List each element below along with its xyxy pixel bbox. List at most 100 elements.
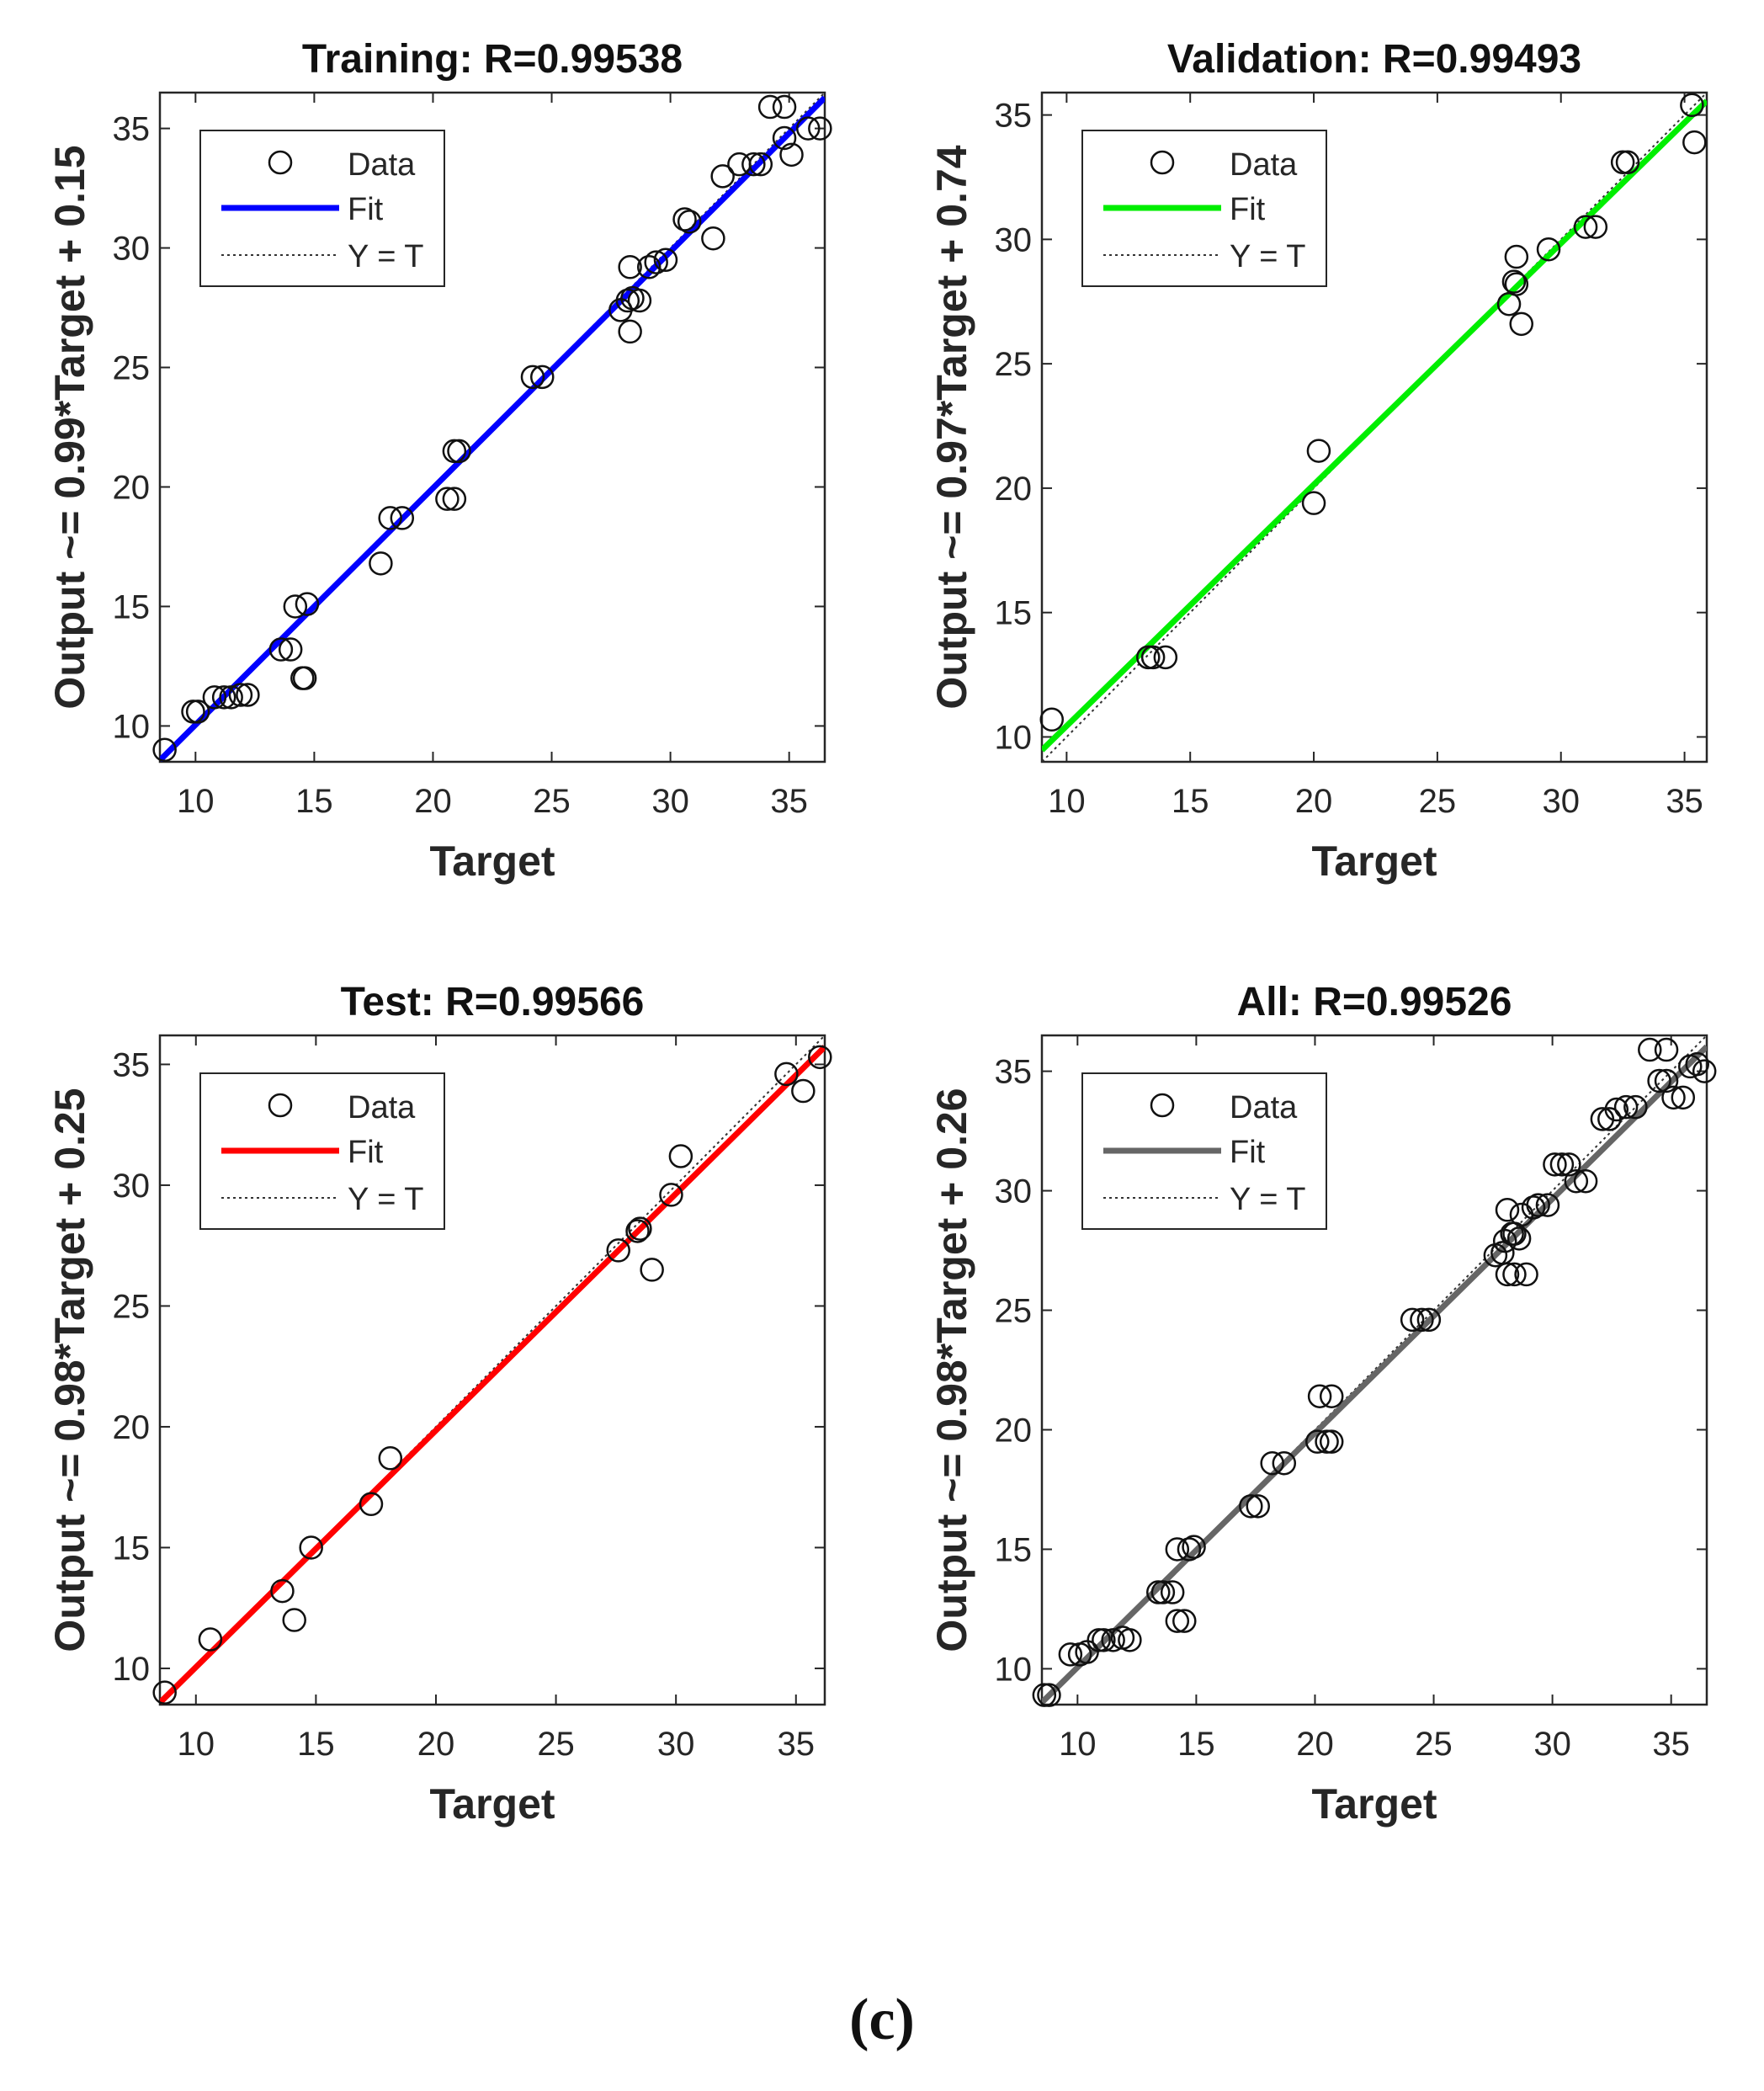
data-point (1682, 130, 1707, 155)
data-point (1307, 1384, 1332, 1408)
x-axis-label: Target (1311, 1780, 1437, 1828)
data-point (1692, 1059, 1717, 1083)
data-point (1165, 1537, 1190, 1562)
legend-data-label: Data (348, 1090, 416, 1125)
data-point (625, 1219, 650, 1243)
data-point (530, 364, 555, 390)
data-point (677, 210, 702, 234)
y-tick-label: 10 (995, 1651, 1033, 1688)
data-point (1172, 1609, 1197, 1633)
x-axis-label: Target (1311, 838, 1437, 885)
data-point (299, 1535, 323, 1560)
data-point (268, 637, 294, 662)
data-point (283, 594, 308, 619)
y-tick-label: 30 (113, 231, 151, 268)
chart-svg: 10 15 20 25 30 35 10 15 20 25 30 35 Data Fit Y = T All:… (928, 980, 1717, 1828)
x-tick-label: 10 (177, 783, 215, 820)
y-tick-label: 20 (113, 1409, 151, 1446)
data-point (1671, 1085, 1696, 1110)
x-tick-label: 15 (295, 783, 333, 820)
data-point (618, 255, 642, 279)
data-point (1661, 1085, 1686, 1110)
all-regression-plot: 10 15 20 25 30 35 10 15 20 25 30 35 Data Fit Y = T All:… (882, 943, 1764, 1886)
x-tick-label: 10 (178, 1726, 215, 1763)
data-point (211, 685, 236, 710)
data-point (359, 1492, 384, 1517)
chart-svg: 10 15 20 25 30 35 10 15 20 25 30 35 Data Fit Y = T Vali… (928, 37, 1708, 885)
data-point (1504, 244, 1529, 269)
data-point (1495, 1198, 1520, 1222)
legend-identity-label: Y = T (1230, 239, 1306, 274)
identity-line (160, 1035, 825, 1705)
data-point (668, 1144, 693, 1168)
data-point (1306, 439, 1331, 463)
legend-data-marker (268, 1093, 293, 1118)
legend-fit-label: Fit (348, 192, 384, 227)
data-point (270, 1578, 295, 1604)
data-point (282, 1608, 306, 1632)
legend-identity-label: Y = T (348, 1182, 424, 1217)
legend-data-label: Data (1230, 1090, 1298, 1125)
legend-data-label: Data (348, 147, 416, 183)
data-point (1153, 645, 1178, 670)
data-point (1564, 1168, 1589, 1194)
legend-fit-label: Fit (1230, 192, 1266, 227)
y-axis-label: Output ~= 0.97*Target + 0.74 (928, 145, 975, 709)
data-point (295, 592, 320, 616)
legend-data-label: Data (1230, 147, 1298, 183)
data-point (653, 247, 678, 272)
chart-title: Training: R=0.99538 (302, 37, 683, 82)
test-regression-plot: 10 15 20 25 30 35 10 15 20 25 30 35 Data Fit Y = T Test… (0, 943, 882, 1886)
y-tick-label: 35 (995, 1054, 1033, 1091)
y-tick-label: 20 (113, 469, 151, 506)
data-point (1092, 1628, 1116, 1652)
data-point (202, 685, 227, 710)
x-tick-label: 10 (1059, 1726, 1097, 1763)
chart-svg: 10 15 20 25 30 35 10 15 20 25 30 35 Data Fit Y = T Test… (46, 980, 832, 1828)
data-point (1647, 1068, 1671, 1093)
data-point (1623, 1094, 1648, 1120)
data-point (1543, 1152, 1567, 1177)
data-point (659, 1183, 683, 1207)
validation-regression-plot: 10 15 20 25 30 35 10 15 20 25 30 35 Data Fit Y = T Vali… (882, 0, 1764, 943)
data-point (1654, 1037, 1679, 1062)
x-tick-label: 25 (533, 783, 571, 820)
data-point (1301, 491, 1326, 515)
data-point (185, 700, 210, 724)
data-point (1272, 1450, 1297, 1476)
legend-fit-label: Fit (1230, 1135, 1266, 1170)
data-point (1039, 707, 1064, 732)
x-tick-label: 15 (1172, 783, 1209, 820)
x-axis-label: Target (429, 1780, 555, 1828)
x-tick-label: 30 (657, 1726, 695, 1763)
x-tick-label: 30 (651, 783, 689, 820)
y-tick-label: 35 (113, 1046, 151, 1083)
chart-title: Test: R=0.99566 (341, 980, 645, 1024)
y-tick-label: 10 (113, 708, 151, 745)
y-tick-label: 10 (113, 1651, 151, 1688)
y-tick-label: 15 (113, 1530, 151, 1567)
data-point (741, 152, 766, 177)
data-point (1506, 1226, 1532, 1251)
y-tick-label: 30 (995, 221, 1033, 258)
data-point (390, 506, 415, 530)
legend-data-marker (1150, 150, 1175, 175)
y-axis-label: Output ~= 0.99*Target + 0.15 (46, 145, 93, 709)
data-point (1177, 1537, 1202, 1562)
data-point (644, 250, 668, 274)
data-point (606, 1238, 630, 1263)
data-point (1526, 1193, 1550, 1217)
data-point (1150, 1580, 1176, 1604)
chart-svg: 10 15 20 25 30 35 10 15 20 25 30 35 Data Fit Y = T Trai… (46, 37, 832, 885)
data-point (278, 637, 303, 662)
data-point (1160, 1580, 1185, 1604)
data-point (701, 226, 725, 251)
data-point (1239, 1494, 1263, 1519)
x-tick-label: 15 (1177, 1726, 1215, 1763)
data-point (1501, 269, 1527, 294)
data-point (1037, 1683, 1061, 1707)
data-point (1685, 1051, 1709, 1077)
x-tick-label: 35 (770, 783, 808, 820)
data-point (757, 94, 783, 120)
